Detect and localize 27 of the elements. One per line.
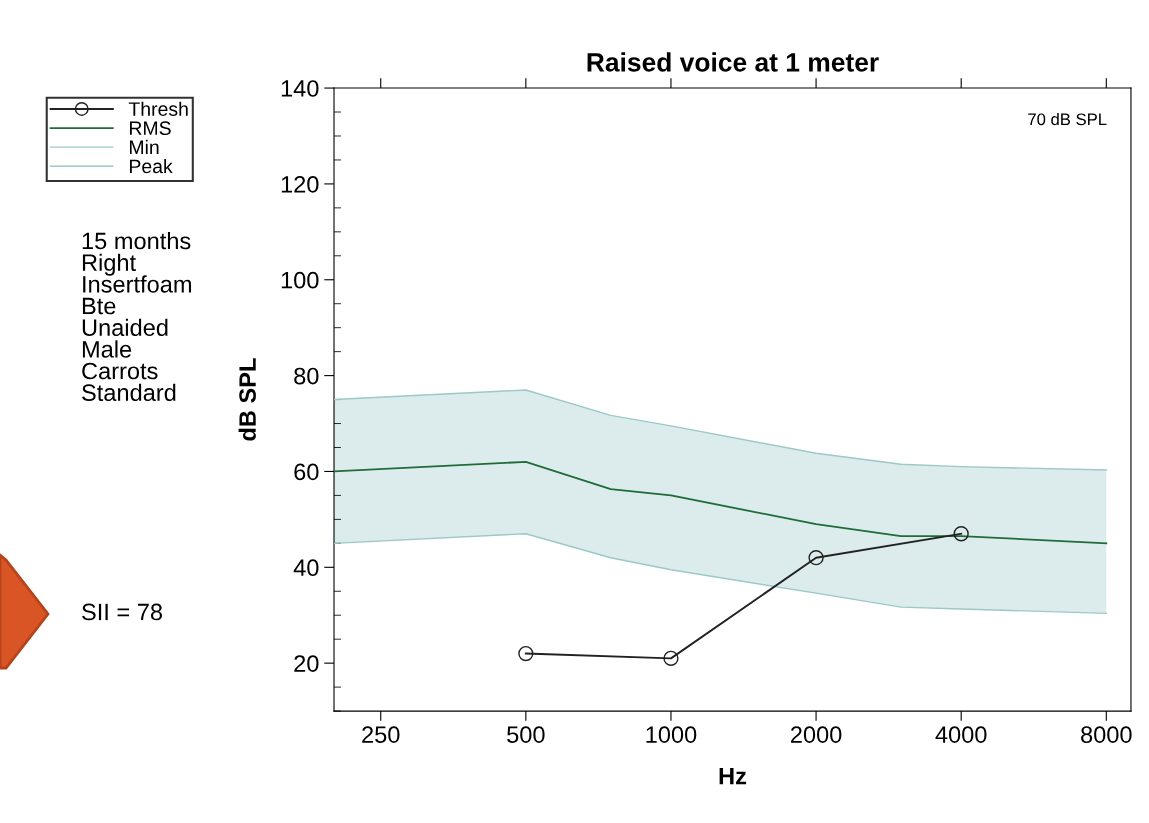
legend-label: Peak: [129, 158, 173, 174]
x-tick-label: 8000: [1081, 726, 1132, 743]
legend-label: RMS: [129, 121, 171, 136]
y-tick-label: 100: [281, 271, 319, 289]
x-tick-label: 250: [362, 726, 400, 743]
text: SII = 78: [82, 603, 163, 621]
x-tick-label: 4000: [935, 726, 987, 743]
legend-label: Thresh: [128, 101, 188, 116]
x-tick-label: 500: [507, 726, 545, 743]
y-tick-label: 20: [294, 655, 319, 672]
x-tick-label: 1000: [646, 726, 697, 743]
y-tick-label: 60: [294, 463, 319, 481]
x-axis-title: Hz: [719, 767, 747, 785]
point: [953, 526, 969, 542]
y-tick-label: 40: [293, 559, 319, 577]
legend-label: Min: [129, 139, 159, 154]
annotation: 70 dB SPL: [1028, 112, 1107, 126]
y-tick-label: 80: [294, 367, 319, 385]
point: [808, 550, 824, 566]
text: 15 months Right Insertfoam Bte Unaided Male Carrots Standard: [82, 232, 191, 402]
y-tick-label: 120: [281, 175, 319, 193]
point: [663, 650, 679, 666]
x-tick-label: 2000: [791, 726, 842, 743]
y-axis-title: dB SPL: [238, 358, 256, 441]
y-tick-label: 140: [281, 80, 319, 97]
chart-title: Raised voice at 1 meter: [587, 52, 879, 72]
point: [518, 645, 534, 662]
